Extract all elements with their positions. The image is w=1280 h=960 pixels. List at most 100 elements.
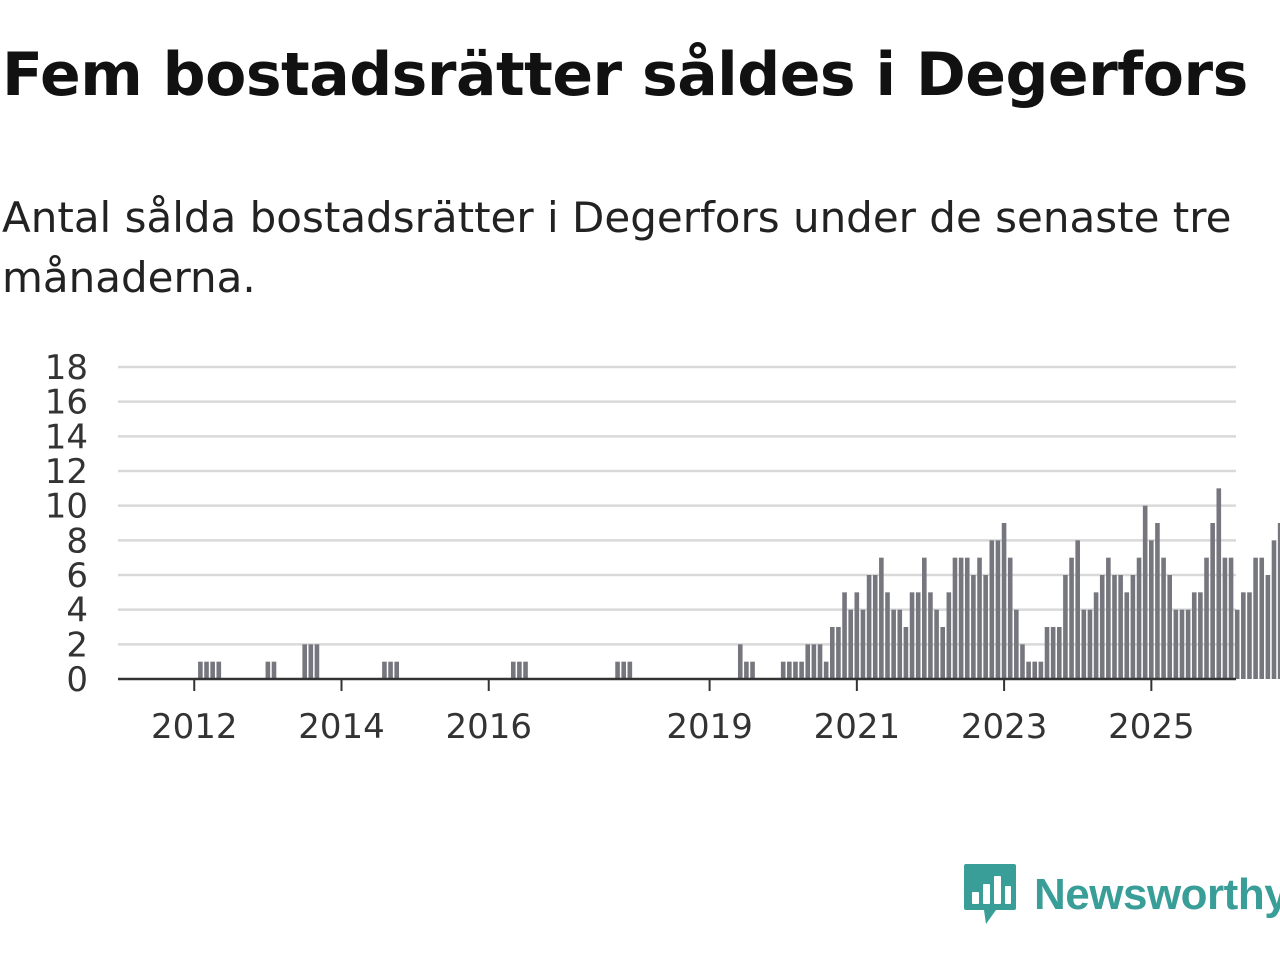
bar [934, 609, 939, 679]
y-tick-label: 10 [45, 487, 88, 527]
bar [1198, 592, 1203, 679]
bar [302, 644, 307, 679]
y-tick-label: 12 [45, 452, 88, 492]
bar [811, 644, 817, 679]
bar [1026, 661, 1031, 679]
bar [885, 592, 890, 679]
bar [1253, 557, 1258, 679]
bar [780, 661, 786, 679]
bar [952, 557, 958, 679]
bar [1271, 540, 1277, 679]
y-tick-label: 14 [45, 417, 88, 457]
bar [314, 644, 320, 679]
bar [854, 592, 860, 679]
newsworthy-chart-icon [964, 864, 1016, 924]
y-tick-label: 0 [66, 660, 88, 700]
bar [799, 661, 804, 679]
bar [1222, 557, 1228, 679]
bar [823, 661, 829, 679]
bar [394, 661, 399, 679]
y-tick-label: 18 [45, 348, 88, 388]
bar [1020, 644, 1025, 679]
bar [1007, 557, 1013, 679]
bar [860, 609, 866, 679]
bar [983, 575, 988, 679]
bar [1259, 557, 1265, 679]
bar [940, 627, 946, 679]
y-tick-label: 6 [66, 556, 88, 596]
bar [1265, 575, 1271, 679]
newsworthy-logo: Newsworthy [962, 862, 1280, 928]
bar [308, 644, 314, 679]
bar [621, 661, 626, 679]
bar [829, 627, 835, 679]
bar [872, 575, 878, 679]
bar [382, 661, 387, 679]
bar [1106, 557, 1111, 679]
bar [1069, 557, 1074, 679]
bar [971, 575, 976, 679]
bar [989, 540, 995, 679]
bar [744, 661, 749, 679]
x-tick-label: 2014 [298, 707, 385, 747]
bar [866, 575, 872, 679]
bar [517, 661, 522, 679]
bar [1099, 575, 1105, 679]
x-tick-label: 2025 [1108, 707, 1195, 747]
y-tick-label: 8 [66, 521, 88, 561]
bar [897, 609, 903, 679]
bar [1044, 627, 1050, 679]
bar [903, 627, 909, 679]
bar [1118, 575, 1123, 679]
x-tick-label: 2023 [961, 707, 1048, 747]
bar [388, 661, 393, 679]
bar [1056, 627, 1062, 679]
y-tick-label: 16 [45, 383, 88, 423]
bar [1161, 557, 1166, 679]
bar [265, 661, 271, 679]
bar [1179, 609, 1185, 679]
bar [1167, 575, 1173, 679]
bar [750, 661, 755, 679]
bar [1001, 523, 1007, 679]
bar [1124, 592, 1130, 679]
bar [1173, 609, 1179, 679]
bar [615, 661, 620, 679]
bar [836, 627, 841, 679]
bar [922, 557, 927, 679]
grid-layer [118, 365, 1236, 646]
chart-subtitle: Antal sålda bostadsrätter i Degerfors un… [2, 193, 1232, 302]
bar [1136, 557, 1142, 679]
bar [1210, 523, 1215, 679]
bar [1155, 523, 1160, 679]
chart-title: Fem bostadsrätter såldes i Degerfors [2, 40, 1248, 110]
x-tick-label: 2016 [445, 707, 532, 747]
bar [1234, 609, 1240, 679]
bar [995, 540, 1001, 679]
y-tick-label: 4 [66, 591, 88, 631]
bar [737, 644, 743, 679]
bar [627, 661, 633, 679]
bar [1087, 609, 1093, 679]
bar [1204, 557, 1209, 679]
bar [958, 557, 964, 679]
bar [977, 557, 982, 679]
bar [793, 661, 798, 679]
bar [1032, 661, 1038, 679]
bar [1241, 592, 1246, 679]
bar [1185, 609, 1191, 679]
bar [848, 609, 853, 679]
bar [1038, 661, 1044, 679]
bar [1130, 575, 1136, 679]
x-tick-label: 2019 [666, 707, 753, 747]
bar [210, 661, 215, 679]
brand-name: Newsworthy [1034, 870, 1280, 919]
x-axis: 2012 2014 2016 2019 2021 2023 2025 [151, 679, 1195, 747]
bar [1075, 540, 1080, 679]
bar [1216, 488, 1222, 679]
bar [1247, 592, 1252, 679]
bar [891, 609, 896, 679]
bar [805, 644, 811, 679]
